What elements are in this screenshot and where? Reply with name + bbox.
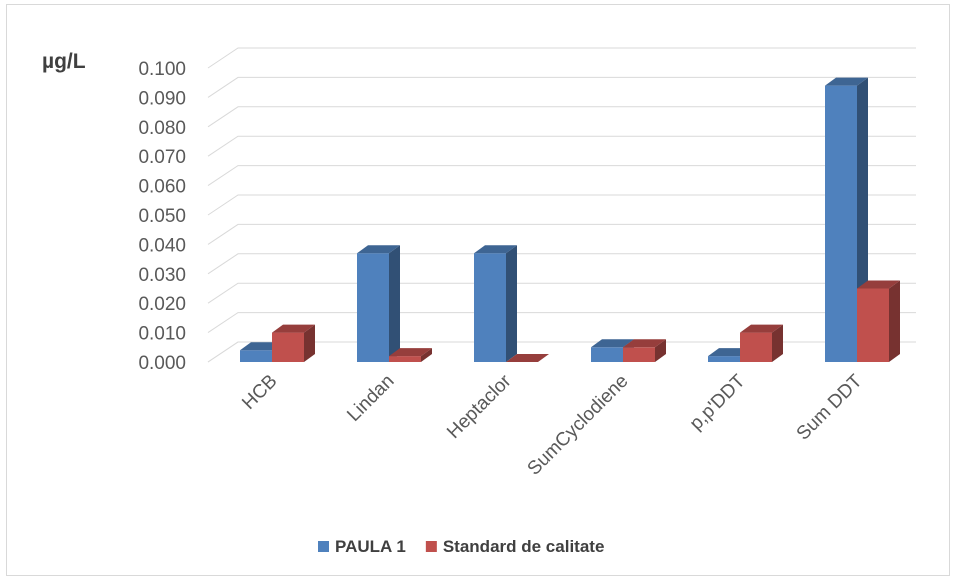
gridline [207,312,916,334]
x-axis-ticks: HCB Lindan Heptaclor SumCyclodiene p,p'DDT Su… [238,370,866,479]
gridline [207,135,916,157]
legend: PAULA 1 Standard de calitate [318,537,604,556]
x-tick-label: p,p'DDT [686,370,750,434]
bar-side [655,339,666,362]
bar-front [708,356,740,362]
bar-front [591,347,623,362]
bar [506,354,549,362]
bar-top [474,245,517,254]
bar-side [772,324,783,362]
legend-label: Standard de calitate [443,537,605,556]
bar-top [506,354,549,362]
unit-label: µg/L [42,50,86,73]
bar-top [857,280,900,289]
legend-label: PAULA 1 [335,537,406,556]
bars [240,77,900,362]
bar [474,245,517,362]
bar-front [389,356,421,362]
y-axis-ticks: 0.000 0.010 0.020 0.030 0.040 0.050 0.060 0.070… [138,59,186,374]
y-tick-label: 0.090 [138,88,186,109]
bar-top [591,339,634,348]
bar-front [240,350,272,362]
gridline [207,253,916,275]
x-tick-label: HCB [238,371,281,414]
bar-top [272,324,315,333]
bar-front [623,347,655,362]
bar [357,245,400,362]
gridline [207,282,916,304]
gridline [207,76,916,98]
bar-top [740,324,783,333]
y-tick-label: 0.000 [138,353,186,374]
floor-edge [207,341,239,363]
gridline [207,47,916,69]
x-tick-label: Heptaclor [443,370,516,443]
bar-top [825,77,868,86]
y-tick-label: 0.080 [138,118,186,139]
x-tick-label: SumCyclodiene [524,371,633,480]
legend-swatch [318,541,329,552]
bar-top [623,339,666,348]
bar-front [825,85,857,362]
y-tick-label: 0.020 [138,294,186,315]
gridline [207,194,916,216]
bar-front [357,253,389,362]
bar-front [474,253,506,362]
y-tick-label: 0.010 [138,324,186,345]
gridline [207,106,916,128]
bar [272,324,315,362]
bar-side [389,245,400,362]
bar-side [421,348,432,362]
gridline [207,165,916,187]
bar-front [857,288,889,362]
bar-top [389,348,432,357]
gridlines [207,47,916,363]
y-tick-label: 0.060 [138,177,186,198]
bar [857,280,900,362]
gridline [207,223,916,245]
bar-top [357,245,400,254]
bar-side [506,245,517,362]
bar [740,324,783,362]
y-tick-label: 0.050 [138,206,186,227]
bar [389,348,432,362]
bar-front [272,332,304,362]
legend-swatch [425,541,437,552]
bar-side [304,324,315,362]
x-tick-label: Sum DDT [793,370,867,444]
y-tick-label: 0.070 [138,147,186,168]
y-tick-label: 0.040 [138,235,186,256]
y-tick-label: 0.100 [138,59,186,80]
x-tick-label: Lindan [343,371,398,426]
bar-side [889,280,900,362]
y-tick-label: 0.030 [138,265,186,286]
bar [623,339,666,362]
bar-front [740,332,772,362]
